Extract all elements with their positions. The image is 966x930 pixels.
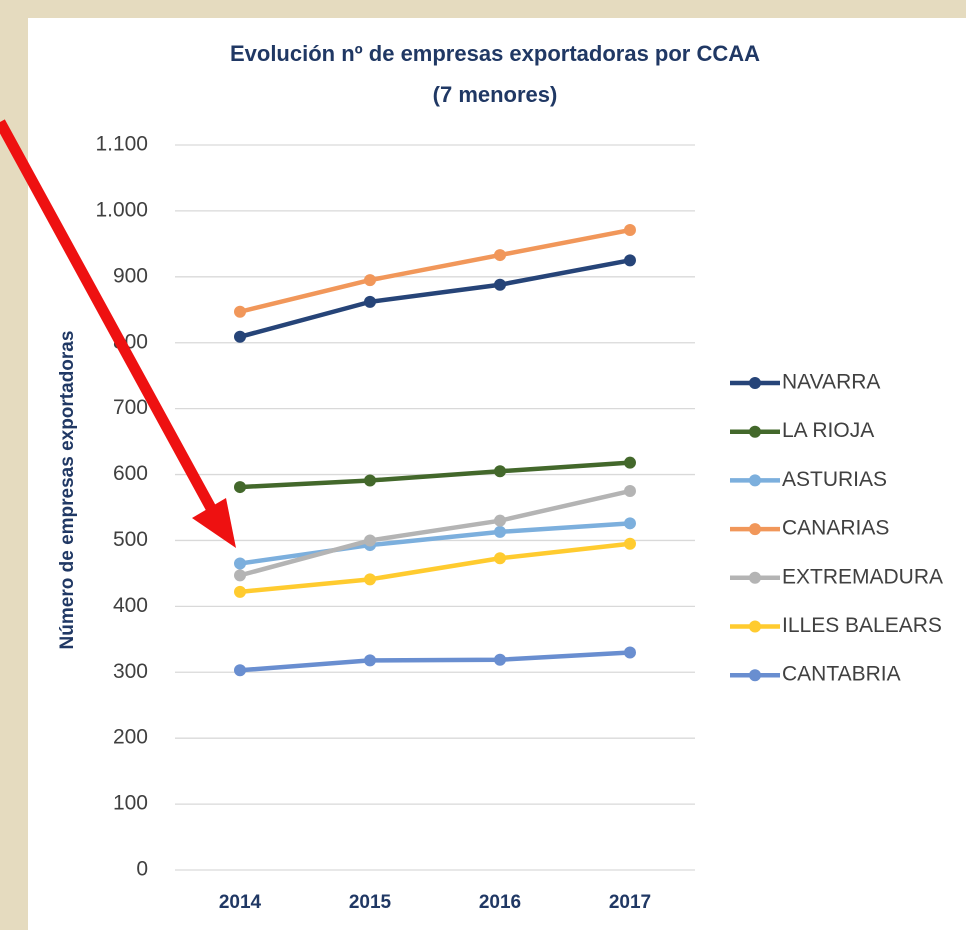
data-point (494, 249, 506, 262)
y-tick-label: 400 (113, 594, 148, 617)
data-point (494, 514, 506, 527)
arrow-shaft (0, 119, 217, 513)
data-point (624, 646, 636, 659)
legend-label: ILLES BALEARS (782, 614, 942, 637)
data-point (234, 305, 246, 318)
legend-marker (749, 523, 761, 536)
legend-label: CANARIAS (782, 517, 889, 540)
y-tick-label: 500 (113, 528, 148, 551)
x-tick-label: 2015 (349, 892, 392, 913)
x-tick-label: 2016 (479, 892, 521, 913)
series-line (239, 541, 631, 595)
y-tick-label: 1.100 (95, 133, 148, 156)
annotation-arrow (0, 119, 236, 548)
y-tick-label: 300 (113, 660, 148, 683)
series-line (239, 650, 631, 673)
data-point (624, 456, 636, 469)
data-point (234, 585, 246, 598)
chart-title: (7 menores) (433, 82, 558, 107)
data-point (234, 481, 246, 494)
x-tick-label: 2014 (219, 892, 262, 913)
data-point (624, 254, 636, 267)
legend-marker (749, 620, 761, 633)
data-point (234, 330, 246, 343)
data-point (364, 274, 376, 287)
data-point (624, 517, 636, 530)
y-tick-label: 200 (113, 726, 148, 749)
y-tick-label: 0 (136, 858, 148, 881)
data-point (364, 573, 376, 586)
y-axis-label: Número de empresas exportadoras (57, 331, 78, 650)
data-point (494, 465, 506, 478)
series-line (239, 521, 631, 566)
y-tick-label: 600 (113, 462, 148, 485)
legend-marker (749, 425, 761, 438)
x-tick-label: 2017 (609, 892, 651, 913)
data-point (364, 534, 376, 547)
legend-marker (749, 474, 761, 487)
data-point (624, 537, 636, 550)
y-tick-label: 900 (113, 264, 148, 287)
data-point (234, 569, 246, 582)
legend-label: LA RIOJA (782, 419, 874, 442)
chart-title: Evolución nº de empresas exportadoras po… (230, 41, 760, 66)
y-tick-label: 1.000 (95, 198, 148, 221)
y-tick-label: 700 (113, 396, 148, 419)
data-point (624, 485, 636, 498)
series-line (239, 488, 631, 578)
data-point (364, 295, 376, 308)
series-line (239, 258, 631, 339)
legend-label: ASTURIAS (782, 468, 887, 491)
legend-marker (749, 377, 761, 389)
plot: 01002003004005006007008009001.0001.10020… (95, 133, 943, 913)
data-point (364, 654, 376, 667)
data-point (624, 224, 636, 237)
data-point (234, 557, 246, 570)
data-point (494, 653, 506, 666)
legend-marker (749, 571, 761, 584)
data-point (494, 525, 506, 538)
legend-label: NAVARRA (782, 371, 880, 394)
y-tick-label: 100 (113, 792, 148, 815)
data-point (494, 552, 506, 565)
legend-label: EXTREMADURA (782, 565, 943, 588)
data-point (494, 278, 506, 291)
data-point (364, 474, 376, 487)
legend-label: CANTABRIA (782, 663, 901, 686)
data-point (234, 664, 246, 677)
legend-marker (749, 669, 761, 682)
series-line (239, 227, 631, 314)
series-line (239, 460, 631, 490)
arrow-head (192, 498, 236, 548)
